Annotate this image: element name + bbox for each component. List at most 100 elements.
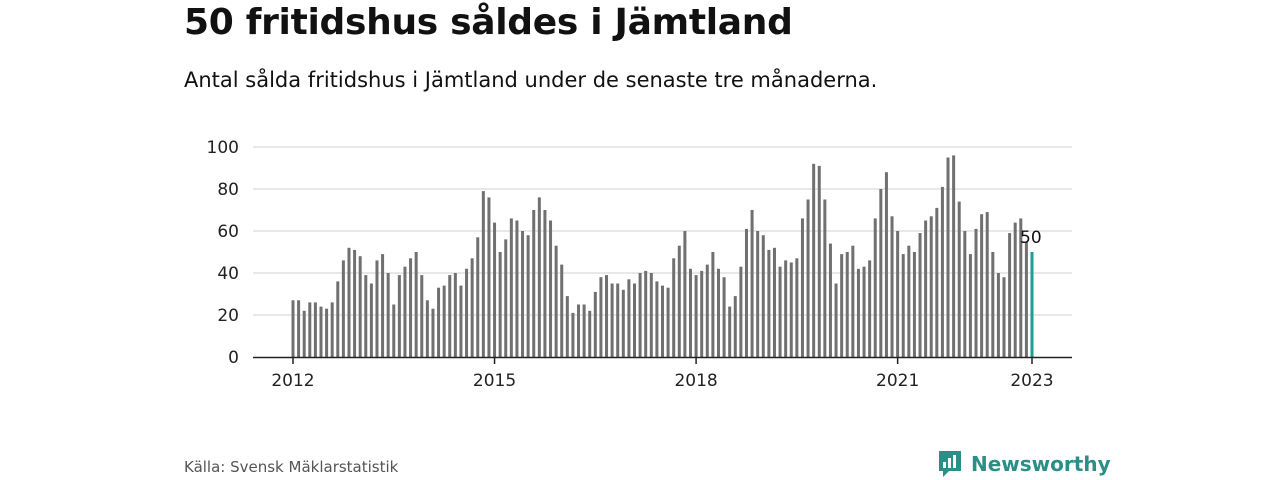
bar (593, 291, 597, 357)
bar (985, 212, 989, 357)
bar (291, 300, 295, 357)
highlight-value-label: 50 (1020, 228, 1042, 248)
bar (425, 300, 429, 357)
bar (711, 252, 715, 357)
brand-logo[interactable]: Newsworthy (937, 449, 1111, 479)
bar (963, 231, 967, 357)
bar (633, 283, 637, 357)
bar (873, 218, 877, 357)
bar (940, 186, 944, 357)
bar (616, 283, 620, 357)
bar (772, 247, 776, 357)
bar (672, 258, 676, 357)
bar (901, 254, 905, 357)
bar (442, 285, 446, 357)
y-tick-label: 60 (217, 222, 239, 242)
bar (465, 268, 469, 357)
bar (481, 191, 485, 357)
bar (795, 258, 799, 357)
source-note: Källa: Svensk Mäklarstatistik (184, 458, 399, 476)
y-tick-label: 100 (207, 138, 239, 158)
x-tick-label: 2021 (876, 371, 919, 391)
bar (588, 310, 592, 357)
y-tick-label: 80 (217, 180, 239, 200)
bar (744, 228, 748, 357)
bar (392, 304, 396, 357)
bar (302, 310, 306, 357)
bar (1024, 241, 1028, 357)
bar (459, 285, 463, 357)
bar (896, 231, 900, 357)
x-tick-label: 2015 (473, 371, 516, 391)
bar (957, 201, 961, 357)
bar (700, 270, 704, 357)
bar (823, 199, 827, 357)
bar-chart: 0 20 40 60 80 100 2012 2015 2018 2021 2023 50 (207, 138, 1072, 391)
bar (661, 285, 664, 357)
bar (319, 306, 323, 357)
bar (1002, 277, 1006, 357)
bar (812, 163, 816, 357)
bar (918, 233, 922, 357)
bar (862, 266, 866, 357)
bar (515, 220, 519, 357)
bar (381, 254, 385, 357)
bar (386, 273, 390, 357)
bar (991, 252, 995, 357)
y-tick-label: 20 (217, 306, 239, 326)
bar (935, 207, 939, 357)
bar (761, 235, 765, 357)
bar (353, 249, 357, 357)
bar (358, 256, 362, 357)
bar (716, 268, 720, 357)
bar (683, 231, 687, 357)
bar (728, 306, 732, 357)
bar (437, 287, 441, 357)
bar (297, 300, 301, 357)
bar (784, 260, 788, 357)
bar (1019, 218, 1023, 357)
bar (912, 252, 916, 357)
bar (688, 268, 692, 357)
bar (946, 157, 950, 357)
bar (364, 275, 368, 357)
bar (817, 165, 821, 357)
chart-subtitle: Antal sålda fritidshus i Jämtland under … (184, 68, 878, 92)
bar (537, 197, 541, 357)
bar (526, 235, 530, 357)
bar (521, 231, 525, 357)
bar (308, 302, 312, 357)
bar (974, 228, 978, 357)
bar (627, 279, 631, 357)
bar (879, 189, 883, 357)
bar (554, 245, 558, 357)
y-tick-label: 40 (217, 264, 239, 284)
bar (577, 304, 581, 357)
bar (341, 260, 345, 357)
bar (952, 155, 956, 357)
bar (996, 273, 1000, 357)
bar (789, 262, 793, 357)
bar (605, 275, 609, 357)
bar (610, 283, 614, 357)
bar (403, 266, 407, 357)
y-tick-label: 0 (228, 348, 239, 368)
bar (907, 245, 911, 357)
bar (890, 216, 894, 357)
bar (313, 302, 317, 357)
bar (493, 222, 497, 357)
bar (414, 252, 418, 357)
bar (470, 258, 474, 357)
bar (325, 308, 329, 357)
bar (677, 245, 681, 357)
bar (453, 273, 457, 357)
bar (476, 237, 480, 357)
bar (543, 210, 547, 357)
bar (565, 296, 569, 357)
bar (968, 254, 972, 357)
bar (504, 239, 508, 357)
x-tick-label: 2012 (271, 371, 314, 391)
bar (800, 218, 804, 357)
bar (571, 312, 575, 357)
bar (621, 289, 625, 357)
